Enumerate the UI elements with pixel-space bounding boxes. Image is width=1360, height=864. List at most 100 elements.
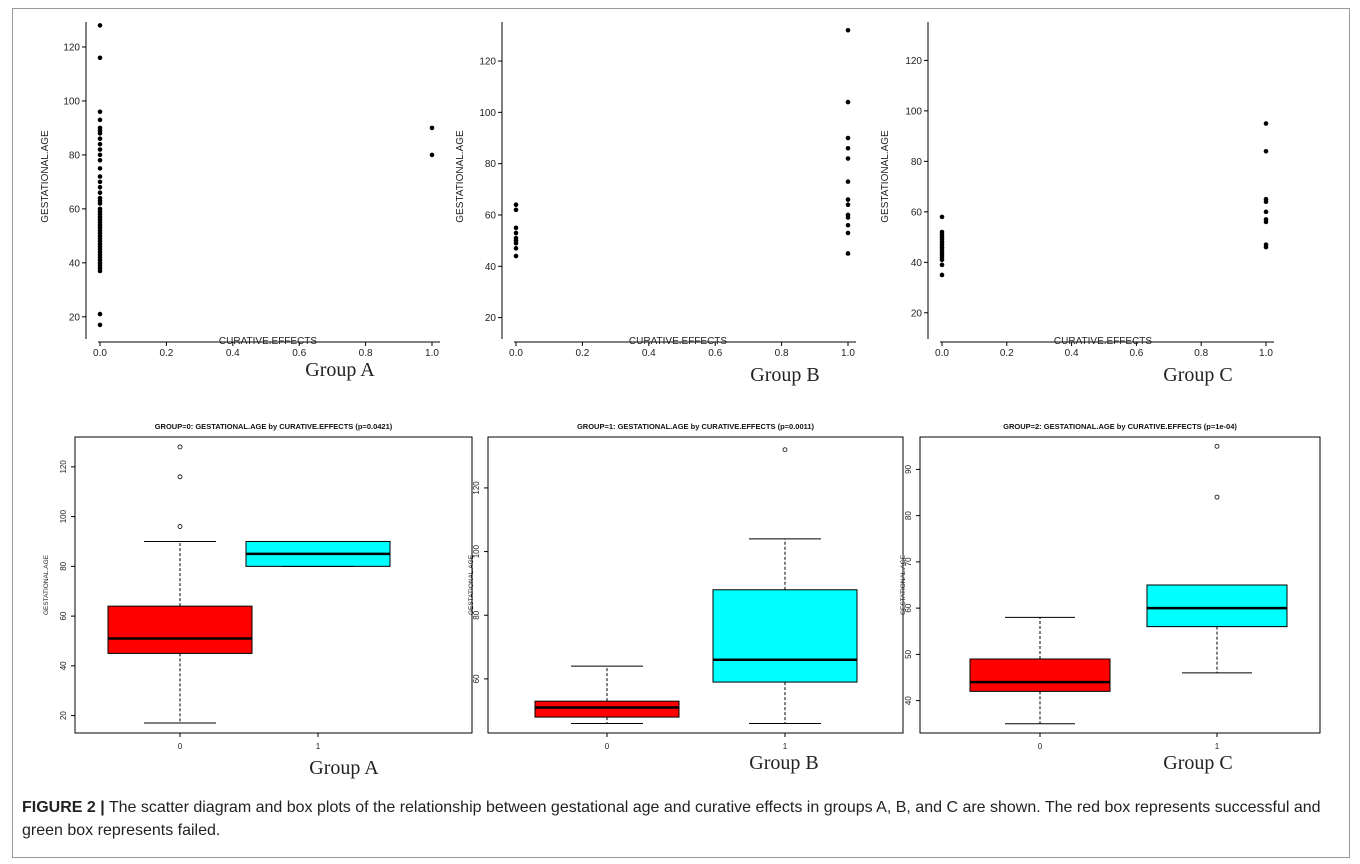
x-tick-label: 1.0 [425,348,439,359]
data-point [845,156,851,161]
data-point [845,27,851,33]
outlier-point [177,444,183,450]
y-axis-label: GESTATIONAL.AGE [43,554,50,615]
data-point [939,229,945,235]
data-point [97,195,103,201]
y-tick-label: 20 [59,711,68,720]
data-point [97,158,103,163]
group-label: Group C [1163,752,1232,774]
data-point [845,230,851,236]
y-tick-label: 100 [472,544,481,558]
x-tick-label: 1 [316,742,321,751]
x-tick-label: 0.0 [935,348,949,359]
x-axis-label: CURATIVE.EFFECTS [219,336,317,347]
chart-title: GROUP=1: GESTATIONAL.AGE by CURATIVE.EFF… [577,422,815,431]
y-tick-label: 80 [485,159,497,170]
group-label: Group B [750,364,819,386]
box-body [534,700,680,718]
y-tick-label: 120 [905,56,922,67]
y-tick-label: 100 [905,106,922,117]
outlier-point [1214,443,1220,449]
x-tick-label: 0.2 [159,348,173,359]
group-label: Group A [309,757,379,779]
data-point [845,197,851,202]
x-tick-label: 0.2 [1000,348,1014,359]
data-point [97,117,103,123]
y-tick-label: 80 [911,157,923,168]
figure-frame [12,8,1350,858]
y-tick-label: 40 [911,258,923,269]
y-tick-label: 120 [63,42,80,53]
x-axis-label: CURATIVE.EFFECTS [629,336,727,347]
x-tick-label: 1 [783,742,788,751]
data-point [97,311,103,317]
group-label: Group C [1163,364,1232,386]
box-chart-3: GROUP=2: GESTATIONAL.AGE by CURATIVE.EFF… [900,422,1321,774]
scatter-chart-3: 20 40 60 80 100 120 0.0 0.2 0.4 0.6 0.8 1.0 CURATIVE… [880,22,1274,386]
y-tick-label: 60 [69,204,81,215]
data-point [97,109,103,115]
y-tick-label: 120 [479,57,496,68]
x-tick-label: 0.4 [1065,348,1079,359]
x-tick-label: 1 [1215,742,1220,751]
x-tick-label: 0 [1038,742,1043,751]
data-point [939,272,945,278]
data-point [939,214,945,220]
data-point [97,190,103,195]
plot-frame [74,436,473,734]
data-point [97,125,103,131]
data-point [939,262,945,268]
x-tick-label: 0 [178,742,183,751]
data-point [97,152,103,158]
outlier-point [782,447,788,453]
box-chart-2: GROUP=1: GESTATIONAL.AGE by CURATIVE.EFF… [468,422,904,774]
data-point [513,225,519,231]
y-tick-label: 60 [59,611,68,620]
y-tick-label: 60 [472,674,481,683]
y-tick-label: 40 [485,262,497,273]
outlier-point [1214,494,1220,500]
y-tick-label: 60 [485,210,497,221]
caption-label: FIGURE 2 | [22,799,105,816]
y-tick-label: 60 [911,207,923,218]
caption-text: The scatter diagram and box plots of the… [22,799,1321,839]
y-tick-label: 80 [69,150,81,161]
y-tick-label: 40 [59,661,68,670]
y-tick-label: 90 [904,464,913,473]
group-label: Group A [305,359,375,381]
x-tick-label: 0.6 [708,348,722,359]
x-axis-label: CURATIVE.EFFECTS [1054,336,1152,347]
data-point [513,202,519,208]
y-tick-label: 80 [59,561,68,570]
plot-frame [487,436,904,734]
x-tick-label: 0.2 [575,348,589,359]
data-point [845,179,851,184]
y-axis-label: GESTATIONAL.AGE [468,554,475,615]
x-tick-label: 0.0 [93,348,107,359]
y-tick-label: 80 [472,610,481,619]
figure-caption: FIGURE 2 | The scatter diagram and box p… [22,796,1332,842]
data-point [1263,217,1269,222]
data-point [97,206,103,212]
box-body [1146,584,1288,628]
box-chart-1: GROUP=0: GESTATIONAL.AGE by CURATIVE.EFF… [43,422,473,779]
data-point [97,55,103,61]
y-tick-label: 120 [59,460,68,474]
y-tick-label: 20 [485,313,497,324]
x-tick-label: 0.0 [509,348,523,359]
x-tick-label: 0.6 [292,348,306,359]
scatter-chart-2: 20 40 60 80 100 120 0.0 0.2 0.4 0.6 0.8 1.0 CURATIVE… [455,22,856,386]
data-point [513,235,519,241]
data-point [97,23,103,28]
data-point [97,322,103,328]
x-tick-label: 0.6 [1129,348,1143,359]
data-point [845,212,851,218]
plot-frame [919,436,1321,734]
y-tick-label: 40 [904,696,913,705]
x-tick-label: 1.0 [841,348,855,359]
data-point [97,174,103,179]
data-point [1263,148,1269,154]
data-point [513,246,519,251]
y-axis-label: GESTATIONAL.AGE [455,130,466,223]
